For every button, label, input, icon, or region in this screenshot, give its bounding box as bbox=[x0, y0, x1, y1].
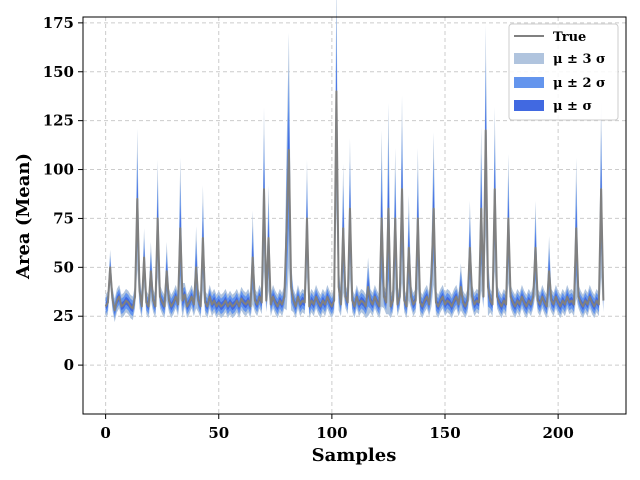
y-axis-label: Area (Mean) bbox=[13, 153, 34, 280]
x-tick-label: 100 bbox=[316, 424, 347, 442]
y-tick-label: 100 bbox=[43, 161, 74, 179]
legend-band3-swatch bbox=[514, 53, 544, 64]
x-tick-label: 0 bbox=[100, 424, 110, 442]
legend-band1-label: μ ± σ bbox=[553, 99, 592, 114]
x-axis-label: Samples bbox=[312, 445, 397, 466]
legend-band3-label: μ ± 3 σ bbox=[553, 52, 606, 67]
y-tick-label: 125 bbox=[43, 112, 74, 130]
y-tick-label: 50 bbox=[53, 258, 74, 276]
y-tick-label: 175 bbox=[43, 14, 74, 32]
x-tick-label: 150 bbox=[429, 424, 460, 442]
legend-band1-swatch bbox=[514, 100, 544, 111]
x-tick-label: 50 bbox=[208, 424, 229, 442]
legend-frame bbox=[508, 23, 619, 121]
y-tick-label: 0 bbox=[64, 356, 74, 374]
legend-band2-label: μ ± 2 σ bbox=[553, 76, 606, 91]
y-tick-label: 150 bbox=[43, 63, 74, 81]
true-series-line bbox=[104, 90, 605, 312]
tick-layer: 0 50 100 150 200 0 25 50 75 100 125 150 175 bbox=[43, 14, 574, 442]
grid-layer bbox=[83, 17, 626, 414]
y-tick-label: 25 bbox=[53, 307, 74, 325]
legend-band2-swatch bbox=[514, 77, 544, 88]
legend: True μ ± 3 σ μ ± 2 σ μ ± σ bbox=[508, 23, 619, 121]
line-layer bbox=[104, 90, 605, 312]
plot-frame bbox=[82, 16, 627, 415]
legend-true-label: True bbox=[553, 30, 586, 45]
y-tick-label: 75 bbox=[53, 209, 74, 227]
x-tick-label: 200 bbox=[542, 424, 573, 442]
